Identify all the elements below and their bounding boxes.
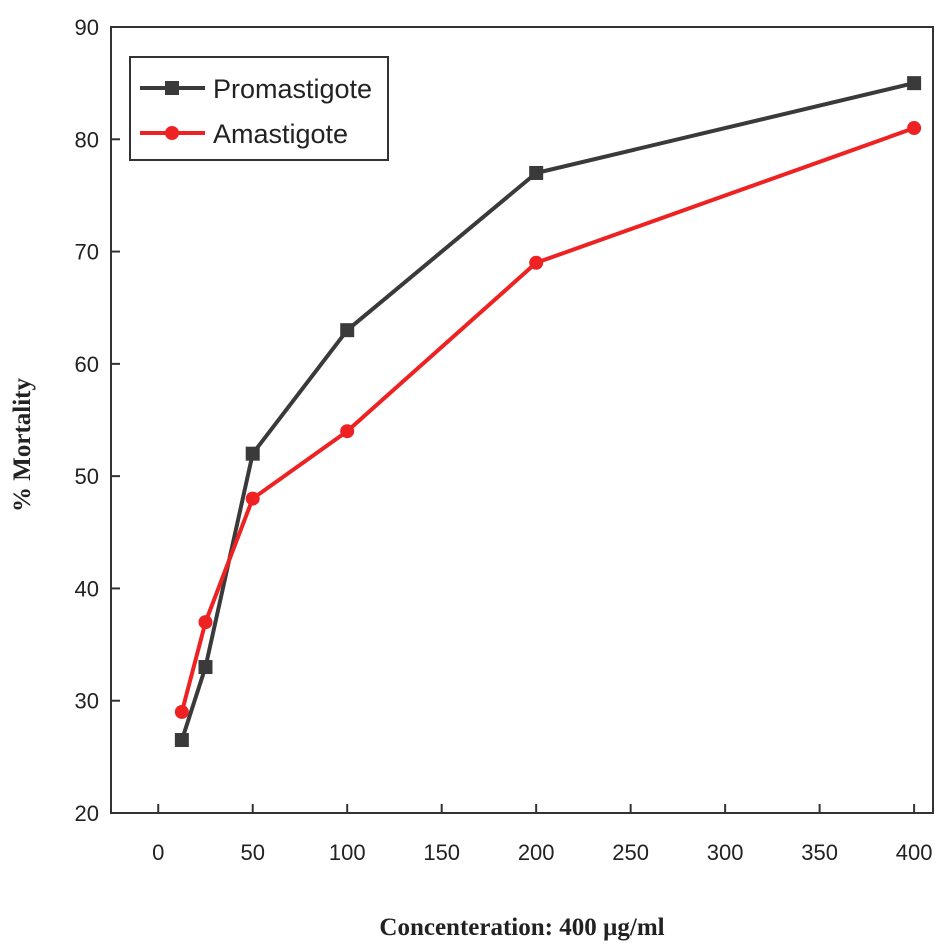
y-tick-label: 50 [75, 464, 99, 489]
axis-ticks: 0 50 100 150 200 250 300 350 400 20 30 40 50 60 70 80 90 [75, 15, 933, 865]
series-amastigote [174, 121, 922, 719]
legend-marker-amastigote [165, 126, 179, 140]
series-line-amastigote [179, 126, 915, 713]
x-tick-label: 200 [518, 840, 555, 865]
y-tick-label: 40 [75, 576, 99, 601]
x-tick-label: 0 [152, 840, 164, 865]
x-tick-label: 300 [707, 840, 744, 865]
legend-entry-amastigote: Amastigote [140, 119, 348, 149]
y-tick-label: 70 [75, 240, 99, 265]
data-point-promastigote [245, 446, 260, 461]
data-point-amastigote [174, 704, 189, 719]
legend-entry-promastigote: Promastigote [140, 74, 372, 104]
data-point-amastigote [529, 255, 544, 270]
y-tick-label: 20 [75, 801, 99, 826]
y-tick-label: 80 [75, 127, 99, 152]
x-tick-label: 50 [240, 840, 264, 865]
series-line-promastigote [179, 81, 915, 741]
data-point-amastigote [245, 491, 260, 506]
x-tick-label: 350 [801, 840, 838, 865]
data-point-amastigote [198, 615, 213, 630]
y-tick-label: 90 [75, 15, 99, 40]
legend-label-amastigote: Amastigote [213, 119, 348, 149]
y-tick-label: 30 [75, 689, 99, 714]
legend-label-promastigote: Promastigote [213, 74, 372, 104]
data-point-promastigote [174, 733, 189, 748]
plot-frame [110, 26, 934, 814]
series-layer [174, 76, 922, 748]
data-point-promastigote [340, 323, 355, 338]
y-axis-title: % Mortality [9, 378, 36, 512]
data-point-amastigote [907, 121, 922, 136]
x-tick-label: 100 [329, 840, 366, 865]
x-tick-label: 150 [423, 840, 460, 865]
data-point-promastigote [907, 76, 922, 91]
legend: Promastigote Amastigote [129, 56, 389, 161]
legend-marker-promastigote [165, 81, 179, 95]
data-point-amastigote [340, 424, 355, 439]
x-axis-title: Concenteration: 400 µg/ml [379, 914, 664, 941]
series-promastigote [174, 76, 922, 748]
x-tick-label: 400 [896, 840, 933, 865]
data-point-promastigote [198, 660, 213, 675]
data-point-promastigote [529, 165, 544, 180]
legend-box [129, 56, 389, 161]
x-tick-label: 250 [612, 840, 649, 865]
y-tick-label: 60 [75, 352, 99, 377]
